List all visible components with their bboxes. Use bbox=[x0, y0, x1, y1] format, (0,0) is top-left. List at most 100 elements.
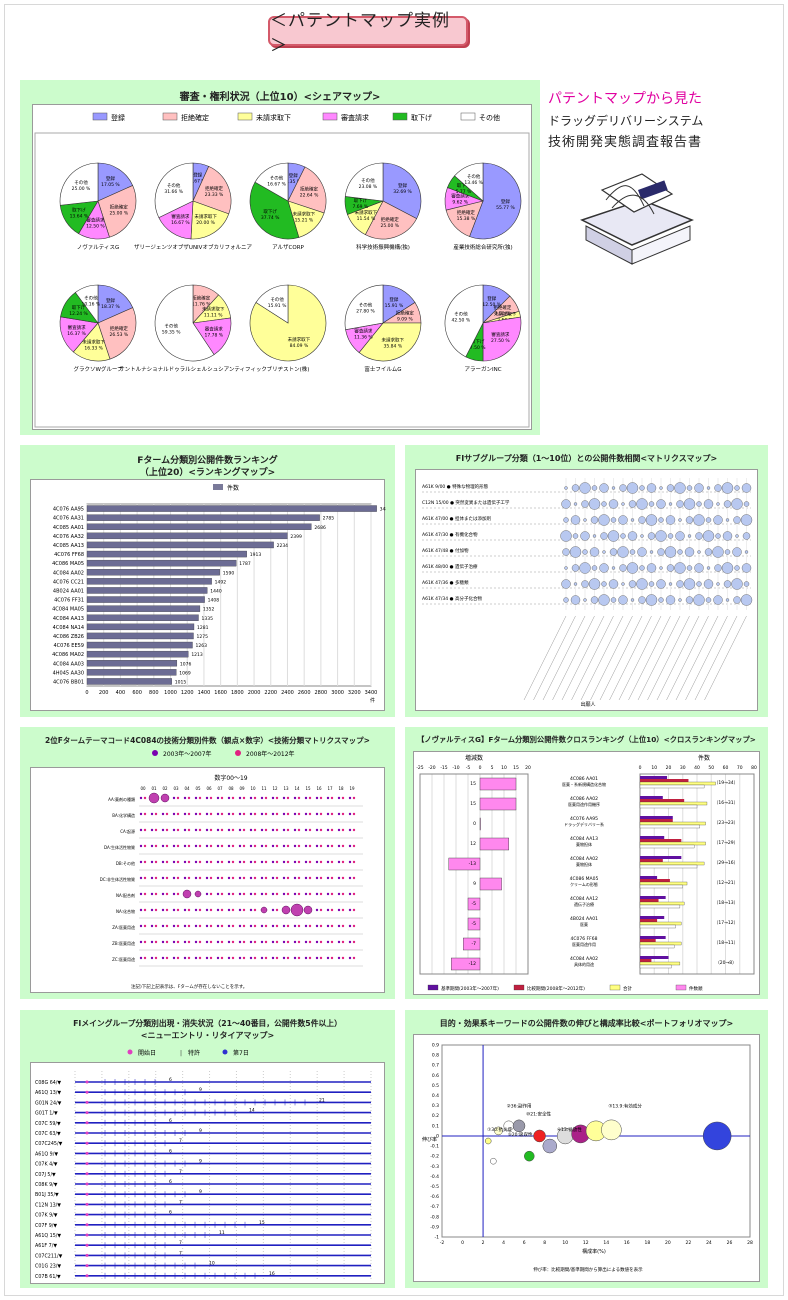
tech-dot-early bbox=[150, 908, 154, 912]
tech-dot-late bbox=[242, 908, 246, 912]
matrix-bubble bbox=[657, 548, 665, 556]
matrix-bubble bbox=[570, 515, 581, 525]
cross-bar-rank bbox=[639, 904, 681, 909]
tech-dot-late bbox=[165, 908, 169, 912]
tech-dot-early bbox=[249, 796, 253, 800]
matrix-bubble bbox=[628, 580, 637, 588]
tech-bubble bbox=[290, 903, 304, 917]
tech-dot-early bbox=[293, 956, 297, 960]
tech-dot-late bbox=[253, 908, 257, 912]
tech-dot-early bbox=[183, 956, 187, 960]
pie-slice-label: 未請求取下 bbox=[355, 209, 378, 216]
tech-dot-early bbox=[172, 796, 176, 800]
rank-category-label: 4C076 FF31 bbox=[54, 598, 84, 604]
tech-dot-early bbox=[271, 796, 275, 800]
pie-slice-value: 11.11 % bbox=[204, 312, 223, 318]
pie-slice-value: 15.38 % bbox=[457, 216, 476, 222]
tech-dot-early bbox=[315, 860, 319, 864]
matrix-bubble bbox=[721, 482, 734, 494]
cross-pair-label: （23→23） bbox=[714, 820, 738, 826]
matrix-bubble bbox=[656, 499, 666, 509]
matrix-bubble bbox=[572, 533, 579, 539]
matrix-bubble bbox=[562, 548, 570, 556]
cross-bar-total bbox=[639, 901, 685, 906]
tech-dot-early bbox=[172, 844, 176, 848]
tech-dot-late bbox=[297, 796, 301, 800]
cross-bar-compare bbox=[640, 919, 658, 922]
pie-slice-label: 審査請求 bbox=[205, 325, 223, 332]
tech-dot-early bbox=[238, 860, 242, 864]
pie-slice-value: 20.00 % bbox=[196, 220, 215, 226]
matrix-bubble bbox=[685, 516, 694, 524]
matrix-bubble bbox=[626, 562, 639, 574]
matrix-bubble bbox=[659, 566, 663, 570]
port-xtick: 0 bbox=[461, 1240, 464, 1246]
tech-dot-early bbox=[194, 924, 198, 928]
tech-dot-early bbox=[260, 892, 264, 896]
tech-dot-early bbox=[150, 812, 154, 816]
pie-legend-swatch bbox=[460, 112, 476, 121]
tech-dot-late bbox=[187, 812, 191, 816]
pie-slice-label: 拒絶確定 bbox=[110, 325, 128, 332]
share-map-chart: 登録 拒絶確定 未請求取下 審査請求 取下げ その他 登録 17.05 % 拒絶確定 25.00 … bbox=[32, 104, 532, 430]
cross-left-area bbox=[419, 773, 529, 975]
matrix-col-label-line bbox=[628, 615, 671, 701]
cross-ranking-title: 【ノヴァルティスG】Fターム分類別公開件数クロスランキング（上位10）<クロスラ… bbox=[417, 735, 756, 744]
matrix-bubble bbox=[608, 579, 619, 589]
tech-dot-early bbox=[216, 924, 220, 928]
pie-slice-value: 6.67 % bbox=[190, 179, 206, 185]
tech-matrix-panel: 2位Fタームテーマコード4C084の技術分類別件数（観点×数字）<技術分類マトリ… bbox=[20, 727, 395, 999]
port-xtick: 26 bbox=[727, 1240, 733, 1246]
tech-dot-late bbox=[352, 956, 356, 960]
matrix-bubble bbox=[715, 533, 721, 539]
tech-dot-early bbox=[183, 860, 187, 864]
tech-dot-late bbox=[253, 876, 257, 880]
port-bubble-label: ②36:副作用 bbox=[507, 1103, 532, 1110]
tech-dot-late bbox=[143, 908, 147, 912]
tech-dot-late bbox=[143, 876, 147, 880]
cross-bar-rank bbox=[639, 844, 695, 849]
tech-dot-late bbox=[143, 956, 147, 960]
matrix-bubble bbox=[722, 531, 733, 541]
page-frame bbox=[4, 4, 784, 1296]
tech-dot-late bbox=[308, 828, 312, 832]
cross-bar-rank bbox=[639, 924, 676, 929]
cross-left-tick: -25 bbox=[416, 765, 423, 771]
pie-legend-label: 拒絶確定 bbox=[181, 113, 209, 122]
port-xtick: 22 bbox=[686, 1240, 692, 1246]
tech-dot-late bbox=[308, 796, 312, 800]
tech-dot-early bbox=[194, 940, 198, 944]
matrix-bubble bbox=[742, 532, 751, 540]
pie-slice-value: 23.33 % bbox=[205, 192, 224, 198]
tech-col-label: 09 bbox=[239, 786, 245, 791]
tech-dot-early bbox=[161, 940, 165, 944]
matrix-bubble bbox=[724, 549, 731, 555]
tech-dot-late bbox=[154, 924, 158, 928]
tech-dot-late bbox=[330, 908, 334, 912]
tech-dot-late bbox=[220, 844, 224, 848]
matrix-bubble bbox=[686, 485, 693, 491]
cross-bar-rank bbox=[639, 884, 683, 889]
tech-dot-early bbox=[150, 940, 154, 944]
tech-dot-late bbox=[275, 796, 279, 800]
tech-dot-early bbox=[139, 828, 143, 832]
cross-pair-label: （12→21） bbox=[714, 880, 738, 886]
tech-dot-early bbox=[183, 796, 187, 800]
matrix-bubble bbox=[607, 530, 620, 542]
tech-dot-early bbox=[139, 812, 143, 816]
tech-dot-early bbox=[348, 876, 352, 880]
rank-xtick: 1200 bbox=[181, 690, 194, 696]
matrix-bubble bbox=[668, 582, 673, 586]
pie-slice-label: 未請求取下 bbox=[194, 213, 217, 220]
cross-bar-base bbox=[640, 956, 669, 959]
port-ylabel: 伸び率 bbox=[422, 1136, 437, 1143]
tech-row-label: DA:生体活性物質 bbox=[104, 844, 135, 850]
cross-bar-total bbox=[639, 961, 681, 966]
matrix-col-label-line bbox=[590, 615, 633, 701]
port-ytick: 0.3 bbox=[432, 1103, 439, 1109]
matrix-bubble bbox=[666, 564, 675, 572]
tech-dot-early bbox=[216, 940, 220, 944]
tech-dot-early bbox=[172, 956, 176, 960]
tech-dot-late bbox=[286, 828, 290, 832]
cross-left-tick: 20 bbox=[525, 765, 531, 771]
